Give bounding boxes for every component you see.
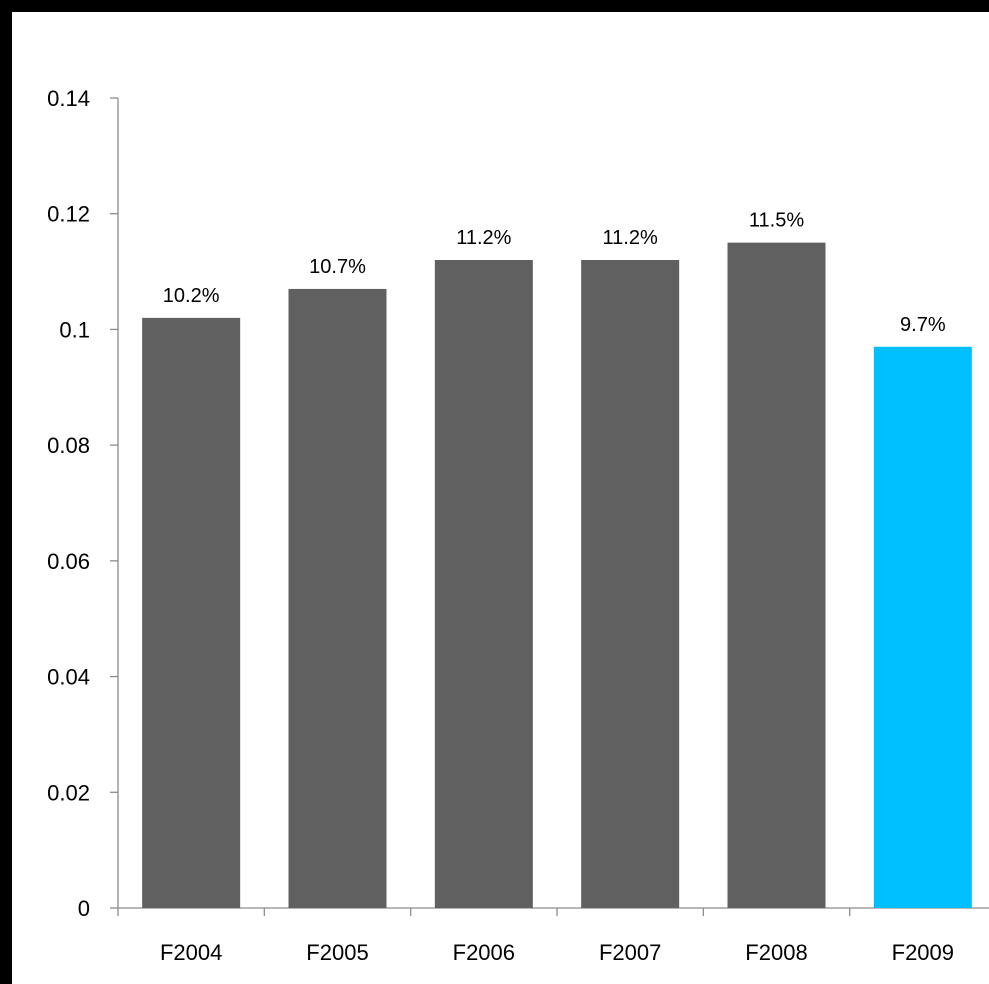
category-label: F2004	[160, 940, 222, 965]
y-tick-label: 0.1	[59, 317, 90, 342]
y-tick-label: 0	[78, 896, 90, 921]
category-label: F2009	[892, 940, 954, 965]
y-tick-label: 0.12	[47, 202, 90, 227]
bar-f2005	[288, 288, 387, 908]
axes	[110, 97, 989, 916]
bar-f2009	[873, 346, 972, 908]
bar-f2007	[581, 260, 680, 908]
data-label: 11.2%	[603, 227, 658, 249]
bar-f2006	[434, 260, 533, 908]
category-label: F2008	[745, 940, 807, 965]
data-label: 10.7%	[309, 256, 366, 278]
bar-f2004	[142, 317, 241, 908]
data-label: 11.2%	[456, 227, 511, 249]
data-label: 9.7%	[900, 314, 946, 336]
category-label: F2005	[306, 940, 368, 965]
category-label: F2007	[599, 940, 661, 965]
y-tick-label: 0.04	[47, 665, 90, 690]
data-label: 10.2%	[163, 285, 220, 307]
y-tick-label: 0.14	[47, 86, 90, 111]
category-label: F2006	[453, 940, 515, 965]
y-tick-label: 0.08	[47, 433, 90, 458]
y-tick-label: 0.02	[47, 780, 90, 805]
bars	[142, 242, 972, 909]
labels: 0 0.02 0.04 0.06 0.08 0.1 0.12 0.14 10.2% F2004 10…	[47, 86, 954, 965]
bar-f2008	[727, 242, 826, 909]
y-tick-label: 0.06	[47, 549, 90, 574]
data-label: 11.5%	[749, 210, 804, 232]
